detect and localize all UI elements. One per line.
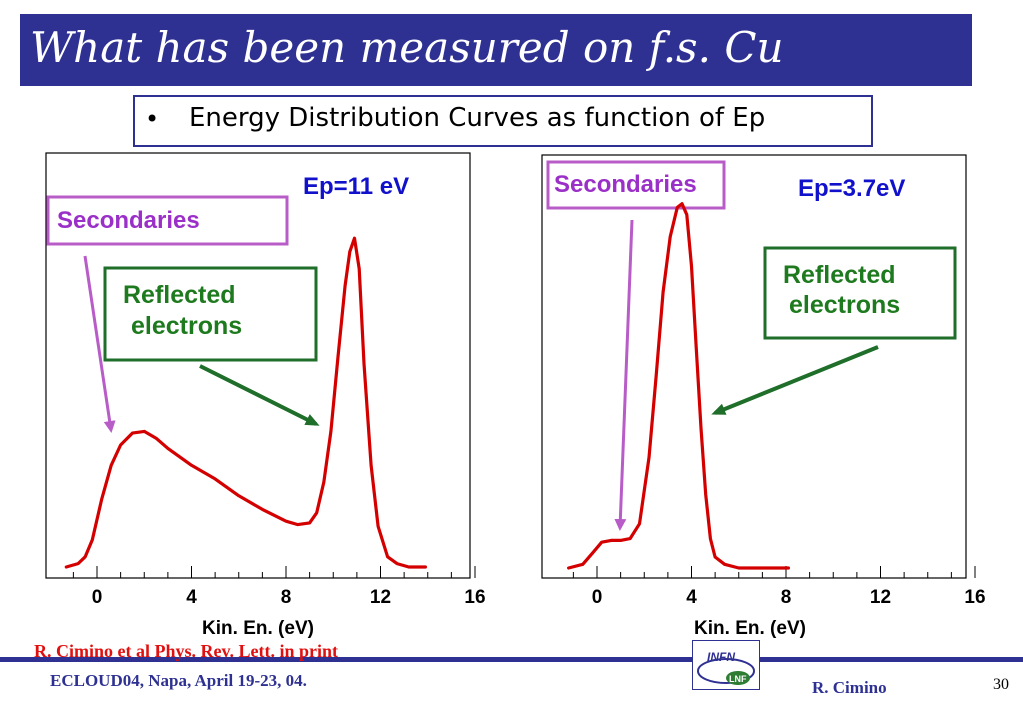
conference-text: ECLOUD04, Napa, April 19-23, 04. (50, 671, 307, 690)
x-tick-label-right: 16 (964, 587, 985, 608)
logo-orbit (697, 658, 755, 684)
footer-rule (0, 657, 1023, 662)
plot-frame-left (45, 152, 471, 579)
edc-curve-right (566, 202, 791, 570)
x-tick-label-left: 12 (370, 587, 391, 608)
edc-curve-left (64, 236, 427, 569)
bullet-glyph: • (145, 105, 160, 133)
page-number: 30 (993, 676, 1009, 693)
x-tick-label-left: 8 (281, 587, 292, 608)
logo-lnf-text: LNF (729, 674, 747, 684)
logo-infn-text: INFN (707, 650, 735, 664)
title-bar: What has been measured on f.s. Cu (20, 14, 972, 86)
subtitle-box: • Energy Distribution Curves as function… (133, 95, 873, 147)
x-ticks-right (572, 566, 976, 578)
subtitle-text: Energy Distribution Curves as function o… (189, 103, 766, 133)
ep-label-left: Ep=11 eV (303, 173, 409, 200)
reflected-box-left (103, 266, 318, 362)
x-tick-label-left: 4 (186, 587, 197, 608)
reflected-label-right-line1: Reflected (783, 261, 896, 289)
x-tick-label-right: 0 (592, 587, 603, 608)
reflected-label-left-line1: Reflected (123, 281, 236, 309)
secondaries-label-left: Secondaries (57, 207, 200, 234)
author-text: R. Cimino (812, 678, 887, 697)
x-tick-label-right: 4 (686, 587, 697, 608)
series-right (566, 202, 791, 570)
logo-graphic: INFN LNF (697, 650, 755, 685)
chart-left: 0 4 8 12 16 Kin. En. (eV) Ep=11 eV Secondari… (45, 152, 486, 639)
secondaries-box-left (46, 195, 289, 246)
x-tick-label-left: 16 (464, 587, 485, 608)
series-left (64, 236, 427, 569)
secondaries-label-right: Secondaries (554, 171, 697, 198)
reflected-box-right (763, 246, 957, 340)
x-axis-title-left: Kin. En. (eV) (202, 618, 314, 639)
citation-text: R. Cimino et al Phys. Rev. Lett. in prin… (34, 641, 338, 661)
secondaries-box-right (546, 160, 726, 210)
secondaries-arrow-right (614, 219, 634, 531)
ep-label-right: Ep=3.7eV (798, 175, 905, 202)
x-tick-label-right: 12 (870, 587, 891, 608)
infn-lnf-logo: INFN LNF (692, 640, 760, 690)
x-ticks-left (72, 566, 476, 578)
secondaries-arrow-left (83, 255, 116, 433)
x-tick-labels-left: 0 4 8 12 16 (92, 587, 486, 608)
slide-title: What has been measured on f.s. Cu (30, 23, 784, 72)
reflected-label-right-line2: electrons (789, 291, 900, 319)
reflected-arrow-right (711, 345, 879, 415)
chart-right: 0 4 8 12 16 Kin. En. (eV) Ep=3.7eV Secondari… (541, 154, 986, 639)
plot-frame-right (541, 154, 967, 579)
reflected-arrow-left (199, 364, 320, 426)
x-tick-label-right: 8 (781, 587, 792, 608)
logo-lnf-badge (726, 671, 750, 685)
x-tick-label-left: 0 (92, 587, 103, 608)
reflected-label-left-line2: electrons (131, 312, 242, 340)
x-tick-labels-right: 0 4 8 12 16 (592, 587, 986, 608)
x-axis-title-right: Kin. En. (eV) (694, 618, 806, 639)
